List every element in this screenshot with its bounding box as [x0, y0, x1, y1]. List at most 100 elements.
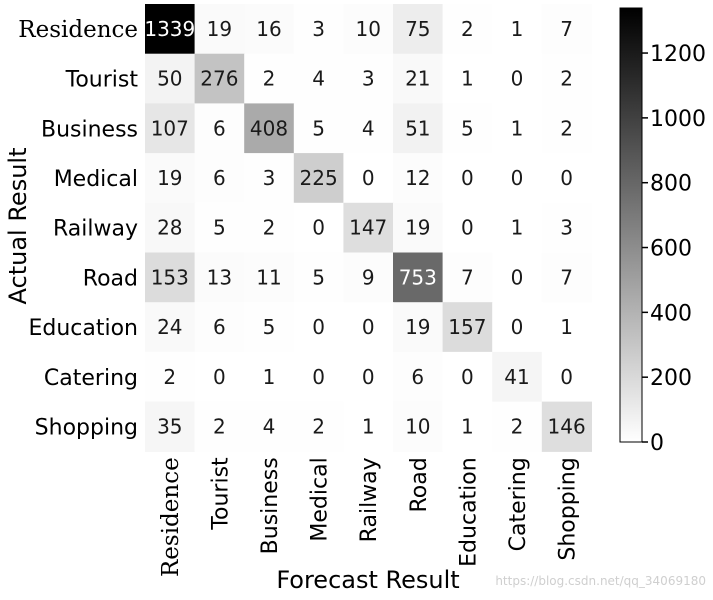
cell-value-label: 2	[312, 414, 325, 438]
heatmap-cell-8-3	[293, 401, 344, 452]
x-tick-label: Railway	[357, 457, 382, 542]
heatmap-cell-6-7	[492, 302, 543, 353]
heatmap-cell-5-8	[541, 252, 592, 303]
heatmap-cell-3-1	[194, 153, 245, 204]
heatmap-cell-5-0	[145, 252, 196, 303]
colorbar-ticks: 0 200 400 600 800 1000 1200	[642, 42, 706, 456]
cell-value-label: 10	[405, 414, 430, 438]
heatmap-cell-5-2	[244, 252, 295, 303]
cell-value-label: 0	[511, 67, 524, 91]
y-tick-label: Medical	[54, 167, 138, 192]
cell-value-label: 2	[560, 116, 573, 140]
colorbar-tick-label: 1000	[650, 107, 706, 132]
heatmap-cell-6-1	[194, 302, 245, 353]
heatmap-cell-0-5	[393, 4, 444, 55]
heatmap-cell-3-6	[442, 153, 493, 204]
x-tick-labels: Residence Tourist Business Medical Railway Ro…	[158, 457, 581, 577]
cell-value-label: 3	[312, 17, 325, 41]
cell-value-label: 35	[157, 414, 182, 438]
cell-value-label: 2	[461, 17, 474, 41]
cell-value-label: 41	[504, 365, 529, 389]
cell-value-label: 7	[461, 265, 474, 289]
cell-value-label: 753	[399, 265, 437, 289]
cell-value-label: 276	[200, 67, 238, 91]
heatmap-cell-0-1	[194, 4, 245, 55]
cell-value-label: 12	[405, 166, 430, 190]
x-tick-label: Education	[456, 457, 481, 567]
heatmap-cell-2-2	[244, 103, 295, 154]
heatmap-cell-7-8	[541, 351, 592, 403]
heatmap-cell-1-4	[343, 53, 394, 104]
heatmap-cell-4-3	[293, 202, 344, 254]
heatmap-cell-3-4	[343, 153, 394, 204]
y-axis-label: Actual Result	[4, 148, 32, 305]
cell-value-label: 1	[362, 414, 375, 438]
heatmap-cell-6-0	[145, 302, 196, 353]
y-tick-label: Business	[41, 117, 138, 142]
heatmap-cell-3-8	[541, 153, 592, 204]
heatmap-cell-8-7	[492, 401, 543, 452]
colorbar-tick-label: 0	[650, 431, 664, 456]
heatmap-cell-4-0	[145, 202, 196, 254]
heatmap-cell-2-0	[145, 103, 196, 154]
cell-value-label: 6	[411, 365, 424, 389]
heatmap-cell-1-3	[293, 53, 344, 104]
cell-value-label: 1339	[144, 17, 195, 41]
x-tick-label: Catering	[506, 457, 531, 551]
cell-value-label: 6	[213, 166, 226, 190]
cell-value-label: 2	[560, 67, 573, 91]
heatmap-cell-0-7	[492, 4, 543, 55]
heatmap-cell-6-2	[244, 302, 295, 353]
heatmap-cell-1-7	[492, 53, 543, 104]
cell-value-label: 1	[511, 17, 524, 41]
heatmap-cell-2-7	[492, 103, 543, 154]
cell-value-label: 2	[263, 216, 276, 240]
heatmap-cell-5-3	[293, 252, 344, 303]
heatmap-cell-5-4	[343, 252, 394, 303]
cell-value-label: 157	[448, 315, 486, 339]
cell-value-label: 51	[405, 116, 430, 140]
heatmap-cell-2-6	[442, 103, 493, 154]
cell-value-label: 5	[213, 216, 226, 240]
cell-value-label: 24	[157, 315, 182, 339]
cell-value-label: 0	[362, 315, 375, 339]
cell-value-label: 19	[157, 166, 182, 190]
colorbar-tick-label: 800	[650, 172, 692, 197]
cell-value-label: 10	[355, 17, 380, 41]
cell-value-label: 0	[511, 265, 524, 289]
cell-value-label: 4	[312, 67, 325, 91]
heatmap-cell-8-4	[343, 401, 394, 452]
heatmap-cell-4-5	[393, 202, 444, 254]
colorbar	[619, 7, 643, 443]
cell-value-label: 1	[461, 414, 474, 438]
cell-value-label: 4	[362, 116, 375, 140]
y-tick-label: Road	[83, 266, 138, 291]
cell-value-label: 3	[560, 216, 573, 240]
cell-value-label: 107	[151, 116, 189, 140]
y-tick-label: Education	[28, 316, 138, 341]
cell-value-label: 50	[157, 67, 182, 91]
heatmap-cell-0-0	[145, 4, 196, 55]
cell-value-label: 147	[349, 216, 387, 240]
cell-value-label: 0	[560, 166, 573, 190]
cell-value-label: 0	[312, 216, 325, 240]
heatmap-cell-7-5	[393, 351, 444, 403]
heatmap-cell-8-8	[541, 401, 592, 452]
cell-value-label: 28	[157, 216, 182, 240]
heatmap-cell-8-0	[145, 401, 196, 452]
cell-value-label: 0	[511, 315, 524, 339]
cell-value-label: 4	[263, 414, 276, 438]
cell-value-label: 3	[263, 166, 276, 190]
cell-value-label: 0	[312, 315, 325, 339]
heatmap-cell-4-8	[541, 202, 592, 254]
heatmap-cell-3-0	[145, 153, 196, 204]
cell-value-label: 408	[250, 116, 288, 140]
cell-value-label: 2	[163, 365, 176, 389]
cell-value-label: 5	[263, 315, 276, 339]
heatmap-cell-4-1	[194, 202, 245, 254]
heatmap-cell-4-2	[244, 202, 295, 254]
colorbar-tick-label: 600	[650, 237, 692, 262]
